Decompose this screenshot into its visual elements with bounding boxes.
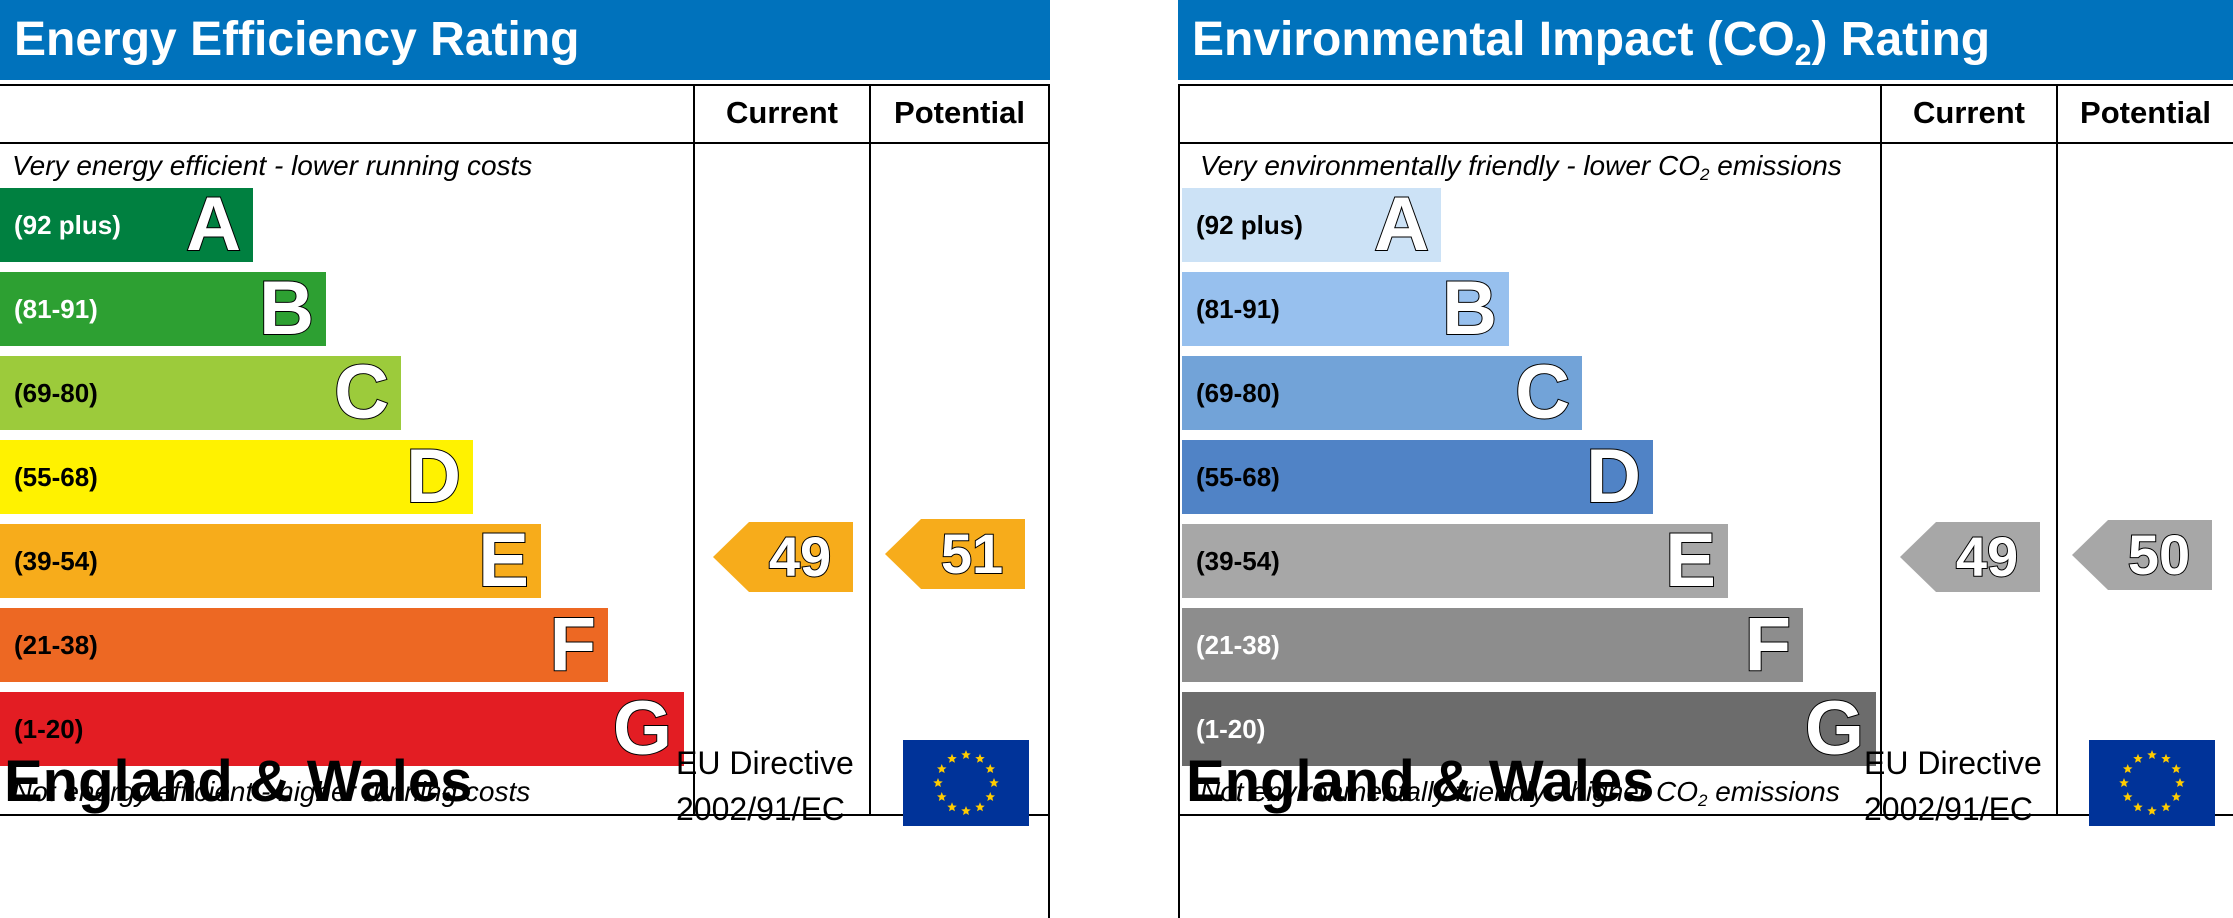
- chart-title: Environmental Impact (CO2) Rating: [1178, 0, 2233, 80]
- band-range-label: (1-20): [14, 714, 84, 744]
- current-rating-arrow-value: 49: [768, 524, 832, 589]
- band-letter: A: [185, 182, 242, 267]
- band-e: (39-54) E: [0, 519, 541, 603]
- band-range-label: (81-91): [1196, 294, 1280, 324]
- band-letter: B: [1441, 266, 1498, 351]
- band-f: (21-38) F: [0, 603, 608, 687]
- potential-rating-arrow-value: 50: [2127, 522, 2191, 587]
- band-b: (81-91) B: [1182, 267, 1509, 351]
- band-letter: C: [333, 350, 390, 435]
- band-b: (81-91) B: [0, 267, 326, 351]
- band-letter: F: [549, 602, 597, 687]
- current-rating-arrow: 49: [1900, 522, 2040, 592]
- band-a: (92 plus) A: [1182, 183, 1441, 267]
- eu-flag-icon: [903, 740, 1029, 826]
- band-g: (1-20) G: [1182, 687, 1876, 771]
- band-letter: D: [405, 434, 462, 519]
- band-range-label: (39-54): [14, 546, 98, 576]
- band-d: (55-68) D: [0, 435, 473, 519]
- band-a: (92 plus) A: [0, 183, 253, 267]
- band-f: (21-38) F: [1182, 603, 1803, 687]
- band-letter: E: [1664, 518, 1717, 603]
- band-letter: E: [477, 518, 530, 603]
- band-letter: G: [612, 686, 673, 771]
- band-range-label: (92 plus): [14, 210, 121, 240]
- band-range-label: (55-68): [1196, 462, 1280, 492]
- current-rating-arrow: 49: [713, 522, 853, 592]
- band-c: (69-80) C: [1182, 351, 1582, 435]
- band-letter: A: [1373, 182, 1430, 267]
- environmental-impact-chart: Environmental Impact (CO2) Rating Curren…: [1178, 0, 2233, 918]
- potential-rating-arrow: 50: [2072, 520, 2212, 591]
- band-g: (1-20) G: [0, 687, 684, 771]
- band-range-label: (21-38): [14, 630, 98, 660]
- chart-title: Energy Efficiency Rating: [0, 0, 1050, 80]
- footer-region: England & Wales: [4, 749, 473, 814]
- footer-region: England & Wales: [1186, 749, 1655, 814]
- current-rating-arrow-value: 49: [1955, 524, 2019, 589]
- column-header-current: Current: [1913, 95, 2025, 130]
- band-letter: F: [1744, 602, 1792, 687]
- band-letter: G: [1804, 686, 1865, 771]
- chart-frame: Current Potential Very energy efficient …: [0, 84, 1050, 918]
- band-d: (55-68) D: [1182, 435, 1653, 519]
- band-range-label: (21-38): [1196, 630, 1280, 660]
- column-header-potential: Potential: [894, 95, 1025, 130]
- column-header-current: Current: [726, 95, 838, 130]
- band-range-label: (39-54): [1196, 546, 1280, 576]
- band-range-label: (69-80): [14, 378, 98, 408]
- band-range-label: (55-68): [14, 462, 98, 492]
- bottom-note: Not environmentally friendly - higher CO…: [1200, 776, 1840, 810]
- band-range-label: (92 plus): [1196, 210, 1303, 240]
- eu-directive-text: EU Directive 2002/91/EC: [676, 745, 854, 827]
- band-c: (69-80) C: [0, 351, 401, 435]
- band-range-label: (69-80): [1196, 378, 1280, 408]
- bottom-note: Not energy efficient - higher running co…: [12, 776, 531, 807]
- band-e: (39-54) E: [1182, 519, 1728, 603]
- top-note: Very environmentally friendly - lower CO…: [1200, 150, 1842, 184]
- band-letter: C: [1514, 350, 1571, 435]
- potential-rating-arrow-value: 51: [940, 521, 1004, 586]
- potential-rating-arrow: 51: [885, 518, 1025, 589]
- eu-flag-icon: [2089, 740, 2215, 826]
- eu-directive-text: EU Directive 2002/91/EC: [1864, 745, 2042, 827]
- band-range-label: (81-91): [14, 294, 98, 324]
- column-header-potential: Potential: [2080, 95, 2211, 130]
- energy-efficiency-chart: Energy Efficiency Rating Current Potenti…: [0, 0, 1050, 918]
- band-range-label: (1-20): [1196, 714, 1266, 744]
- top-note: Very energy efficient - lower running co…: [12, 150, 533, 181]
- band-letter: D: [1585, 434, 1642, 519]
- band-letter: B: [258, 266, 315, 351]
- chart-frame: Current Potential Very environmentally f…: [1178, 84, 2233, 918]
